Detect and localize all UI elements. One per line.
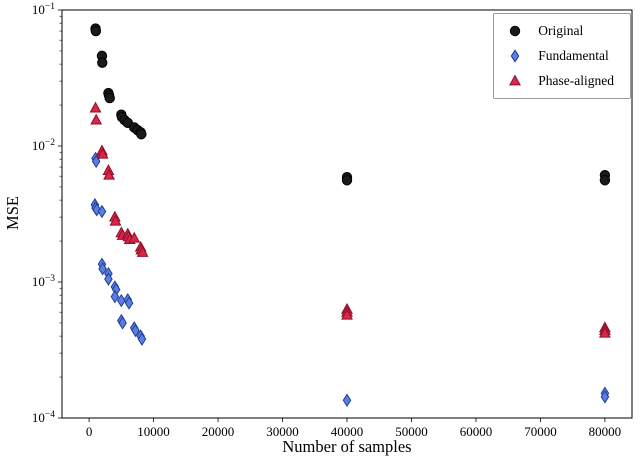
svg-text:10−1: 10−1	[32, 2, 55, 17]
svg-text:10000: 10000	[137, 424, 170, 439]
svg-text:30000: 30000	[266, 424, 299, 439]
legend-item-original: Original	[505, 23, 614, 39]
svg-text:70000: 70000	[524, 424, 557, 439]
svg-text:0: 0	[86, 424, 93, 439]
circle-marker-icon	[510, 25, 521, 37]
legend-item-fundamental: Fundamental	[505, 48, 614, 64]
svg-text:20000: 20000	[202, 424, 235, 439]
series-fundamental-points	[90, 151, 610, 408]
legend: Original Fundamental Phase-aligned	[493, 13, 631, 99]
triangle-marker-icon	[509, 74, 522, 86]
x-axis-ticks: 0 10000 20000 30000 40000 50000 60000 70000 8000…	[86, 418, 621, 439]
svg-text:10−2: 10−2	[32, 138, 55, 153]
diamond-marker-icon	[510, 49, 520, 63]
y-axis-ticks: 10−1 10−2 10−3 10−4	[32, 2, 62, 425]
y-axis-label: MSE	[3, 196, 22, 230]
x-axis-label: Number of samples	[282, 437, 412, 456]
series-phase-aligned-points	[89, 101, 611, 338]
svg-text:80000: 80000	[589, 424, 622, 439]
svg-text:60000: 60000	[460, 424, 493, 439]
legend-label-original: Original	[538, 23, 584, 38]
svg-text:40000: 40000	[331, 424, 364, 439]
legend-label-phase-aligned: Phase-aligned	[538, 73, 614, 88]
svg-text:50000: 50000	[395, 424, 428, 439]
y-axis-minor-ticks	[59, 15, 62, 378]
legend-label-fundamental: Fundamental	[538, 48, 609, 63]
series-original-points	[90, 23, 611, 186]
svg-text:10−4: 10−4	[32, 410, 55, 425]
svg-text:10−3: 10−3	[32, 274, 55, 289]
legend-item-phase-aligned: Phase-aligned	[505, 73, 614, 89]
